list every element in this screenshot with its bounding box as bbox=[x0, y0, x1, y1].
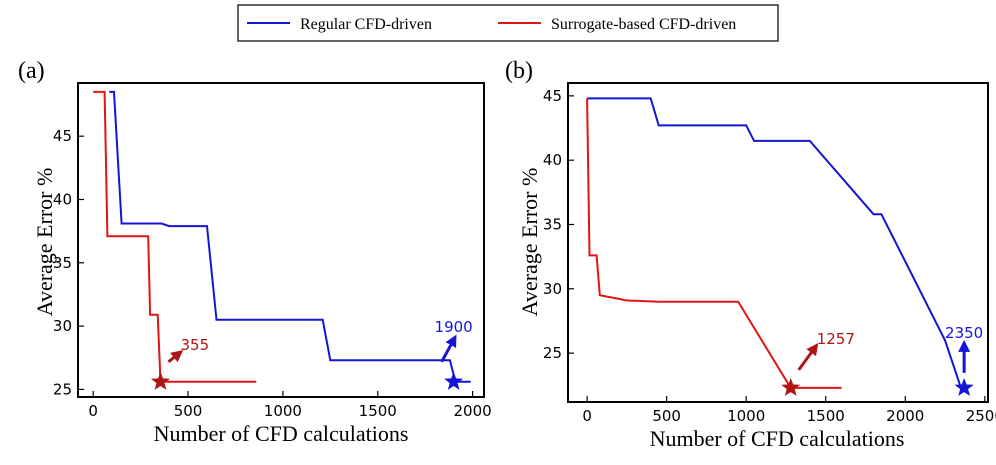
y-tick-label-a: 35 bbox=[53, 254, 72, 272]
star-marker-regular-a bbox=[444, 371, 464, 390]
y-axis-title-b: Average Error % bbox=[517, 168, 542, 317]
y-tick-label-b: 35 bbox=[543, 215, 562, 233]
y-tick-label-b: 45 bbox=[543, 87, 562, 105]
x-tick-label-a: 0 bbox=[88, 402, 98, 420]
x-tick-label-a: 500 bbox=[174, 402, 203, 420]
y-tick-label-b: 40 bbox=[543, 151, 562, 169]
series-line-regular-a bbox=[109, 90, 471, 383]
annotation-label-a: 355 bbox=[181, 336, 210, 354]
x-tick-label-b: 2000 bbox=[886, 407, 924, 425]
annotation-arrow-b bbox=[797, 342, 819, 371]
x-axis-title-b: Number of CFD calculations bbox=[650, 426, 905, 451]
plot-frame-b bbox=[567, 82, 989, 403]
panel-label-a: (a) bbox=[18, 58, 45, 84]
legend: Regular CFD-driven Surrogate-based CFD-d… bbox=[237, 4, 779, 42]
chart-panel-a: (a) Average Error % Number of CFD calcul… bbox=[18, 58, 492, 446]
y-tick-label-a: 45 bbox=[53, 127, 72, 145]
x-tick-label-b: 2500 bbox=[966, 407, 996, 425]
annotation-label-b: 2350 bbox=[945, 324, 983, 342]
x-tick-label-a: 2000 bbox=[454, 402, 492, 420]
plot-frame-a bbox=[77, 82, 485, 398]
x-tick-label-b: 0 bbox=[582, 407, 592, 425]
x-tick-label-b: 1000 bbox=[727, 407, 765, 425]
series-line-surrogate-b bbox=[586, 98, 842, 389]
legend-label-regular: Regular CFD-driven bbox=[300, 16, 432, 33]
y-tick-label-a: 25 bbox=[53, 380, 72, 398]
x-tick-label-b: 500 bbox=[652, 407, 681, 425]
y-tick-label-a: 40 bbox=[53, 190, 72, 208]
legend-label-surrogate: Surrogate-based CFD-driven bbox=[551, 16, 736, 33]
panel-label-b: (b) bbox=[505, 58, 533, 84]
series-line-surrogate-a bbox=[93, 90, 257, 383]
annotation-arrow-a bbox=[167, 350, 184, 363]
annotation-arrow-a bbox=[440, 334, 457, 363]
chart-panel-b: (b) Average Error % Number of CFD calcul… bbox=[505, 58, 996, 451]
x-tick-label-b: 1500 bbox=[807, 407, 845, 425]
x-axis-title-a: Number of CFD calculations bbox=[154, 421, 409, 446]
y-tick-label-b: 30 bbox=[543, 280, 562, 298]
annotation-label-b: 1257 bbox=[817, 330, 855, 348]
star-marker-surrogate-b bbox=[781, 377, 801, 396]
series-line-regular-b bbox=[587, 97, 962, 389]
star-marker-regular-b bbox=[954, 377, 974, 396]
annotation-label-a: 1900 bbox=[435, 318, 473, 336]
x-tick-label-a: 1000 bbox=[264, 402, 302, 420]
y-axis-title-a: Average Error % bbox=[32, 168, 57, 317]
x-tick-label-a: 1500 bbox=[359, 402, 397, 420]
y-tick-label-b: 25 bbox=[543, 344, 562, 362]
star-marker-surrogate-a bbox=[151, 371, 170, 390]
y-tick-label-a: 30 bbox=[53, 317, 72, 335]
